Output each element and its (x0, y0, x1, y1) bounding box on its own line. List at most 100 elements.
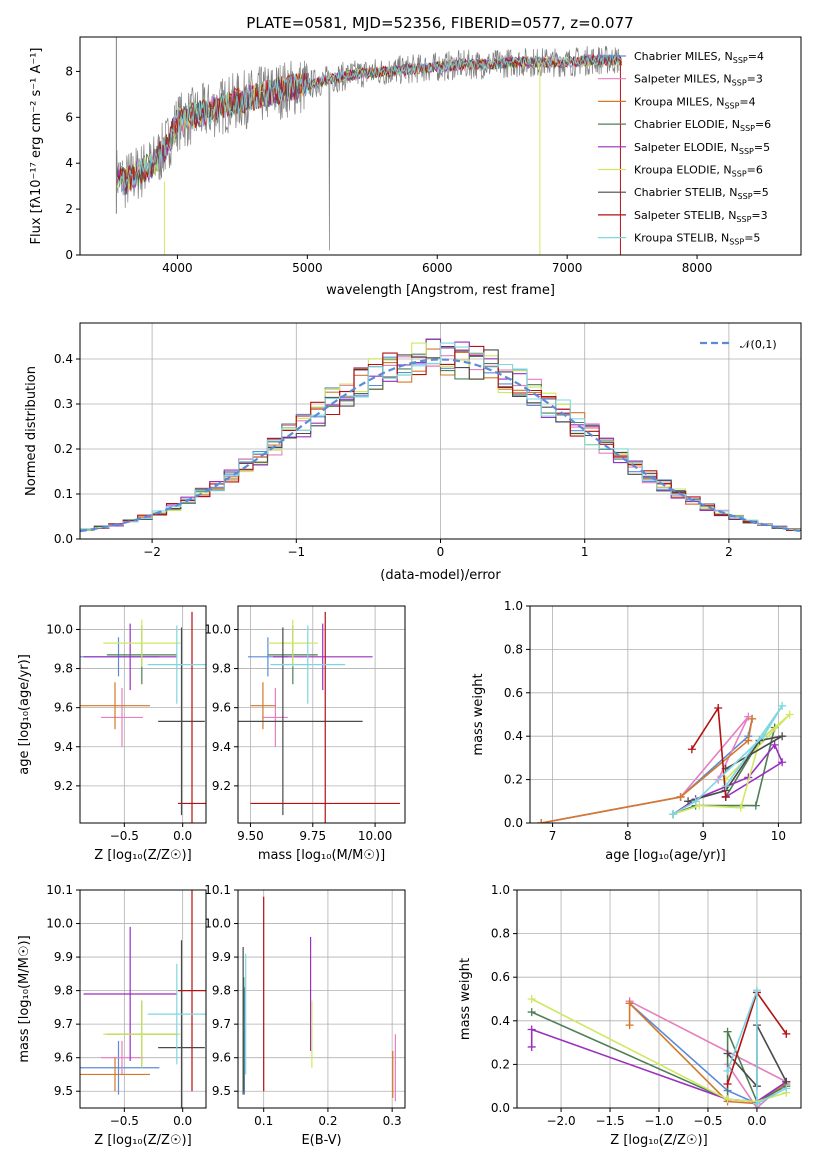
y-axis-label: mass weight (471, 673, 486, 755)
x-tick-label: 0.0 (747, 1114, 766, 1128)
chart-panel-2: −2 −1 0 1 2 0.0 0.1 0.2 0.3 0.4 (data-model)/error… (24, 322, 802, 583)
y-tick-label: 9.2 (54, 779, 73, 793)
y-tick-label: 0.3 (54, 397, 73, 411)
chart-panel-3: −0.5 0.0 9.2 9.4 9.6 9.8 10.0 Z [log₁₀(Z/Z☉)] ag… (17, 605, 207, 863)
weight-line-9 (726, 990, 787, 1105)
y-tick-label: 1.0 (504, 599, 523, 613)
weight-marker (527, 1042, 536, 1051)
y-tick-label: 0.2 (504, 773, 523, 787)
normal-curve (80, 358, 801, 533)
y-tick-label: 10.0 (46, 917, 73, 931)
weight-marker (770, 740, 779, 749)
y-tick-label: 0.0 (504, 816, 523, 830)
y-axis-label: Normed distribution (24, 366, 39, 496)
legend-label: Kroupa ELODIE, NSSP=6 (634, 164, 763, 179)
y-tick-label: 0.8 (504, 642, 523, 656)
weight-marker (625, 1021, 634, 1030)
plot-area (527, 986, 791, 1108)
plot-area (115, 37, 622, 255)
legend-label: Salpeter ELODIE, NSSP=5 (634, 141, 770, 156)
y-tick-label: 10.0 (204, 917, 231, 931)
x-tick-label: −1 (287, 545, 305, 559)
chart-panel-1: 4000 5000 6000 7000 8000 0 2 4 6 8 wavelength [Ang… (29, 14, 802, 298)
y-axis-label: mass [log₁₀(M/M☉)] (17, 935, 32, 1062)
weight-marker (778, 701, 787, 710)
x-tick-label: 8 (624, 829, 632, 843)
y-tick-label: 9.6 (212, 701, 231, 715)
x-axis-label: E(B-V) (301, 1133, 341, 1148)
y-tick-label: 9.7 (212, 1017, 231, 1031)
x-tick-label: −2.0 (546, 1114, 575, 1128)
y-tick-label: 9.6 (54, 701, 73, 715)
x-tick-label: 10.00 (358, 829, 392, 843)
y-tick-label: 6 (65, 110, 73, 124)
chart-panel-4: 9.50 9.75 10.00 9.2 9.4 9.6 9.8 10.0 mass [log₁₀… (204, 605, 406, 863)
weight-marker (723, 1027, 732, 1036)
chart-panel-8: −2.0 −1.5 −1.0 −0.5 0.0 0.0 0.2 0.4 0.6 0.8 1.0 Z [… (458, 883, 802, 1148)
plot-area (537, 701, 794, 823)
weight-marker (748, 714, 757, 723)
axes-frame (237, 605, 406, 824)
x-tick-label: 9.75 (299, 829, 326, 843)
x-tick-label: −0.5 (110, 829, 139, 843)
weight-marker (669, 810, 678, 819)
y-tick-label: 9.6 (212, 1051, 231, 1065)
x-axis-label: Z [log₁₀(Z/Z☉)] (610, 1133, 707, 1148)
weight-marker (744, 736, 753, 745)
x-tick-label: 0.3 (383, 1114, 402, 1128)
weight-marker (723, 1049, 732, 1058)
x-tick-label: 4000 (162, 261, 193, 275)
axes-frame (237, 889, 406, 1109)
legend-label: Chabrier ELODIE, NSSP=6 (634, 118, 771, 133)
x-tick-label: 1 (581, 545, 589, 559)
x-tick-label: −1.5 (595, 1114, 624, 1128)
weight-marker (785, 710, 794, 719)
y-tick-label: 9.8 (212, 984, 231, 998)
y-tick-label: 9.9 (212, 950, 231, 964)
legend-label: Salpeter MILES, NSSP=3 (634, 73, 763, 88)
plot-area (238, 611, 401, 823)
model-spectrum-6 (115, 55, 622, 191)
x-tick-label: 0.1 (254, 1114, 273, 1128)
plot-area (80, 611, 206, 823)
x-tick-label: 5000 (292, 261, 323, 275)
weight-marker (723, 1095, 732, 1104)
plot-area (80, 890, 206, 1108)
y-tick-label: 10.1 (204, 883, 231, 897)
weight-marker (736, 803, 745, 812)
weight-marker (684, 797, 693, 806)
weight-marker (687, 745, 696, 754)
y-tick-label: 0.4 (504, 729, 523, 743)
weight-line-1 (629, 1002, 787, 1105)
y-tick-label: 0.4 (54, 352, 73, 366)
weight-marker (695, 801, 704, 810)
weight-marker (751, 801, 760, 810)
weight-line-2 (629, 1000, 788, 1108)
weight-marker (676, 792, 685, 801)
x-tick-label: −0.5 (110, 1114, 139, 1128)
y-tick-label: 1.0 (491, 883, 510, 897)
weight-marker (778, 758, 787, 767)
y-tick-label: 0.6 (491, 970, 510, 984)
chart-panel-5: 7 8 9 10 0.0 0.2 0.4 0.6 0.8 1.0 age [log₁₀(age/yr… (471, 599, 802, 863)
x-tick-label: 8000 (682, 261, 713, 275)
chart-panel-7: 0.1 0.2 0.3 9.5 9.6 9.7 9.8 9.9 10.0 10.1 E(B-V) (204, 883, 406, 1148)
weight-marker (752, 986, 761, 995)
x-tick-label: 0.0 (173, 1114, 192, 1128)
weight-marker (721, 792, 730, 801)
x-tick-label: 7000 (552, 261, 583, 275)
weight-marker (782, 1029, 791, 1038)
y-axis-label: Flux [fλ10⁻¹⁷ erg cm⁻² s⁻¹ A⁻¹] (29, 48, 44, 245)
weight-marker (714, 703, 723, 712)
residual-histogram-9 (80, 342, 801, 530)
y-tick-label: 9.2 (212, 779, 231, 793)
weight-marker (723, 1080, 732, 1089)
y-tick-label: 9.4 (212, 740, 231, 754)
x-tick-label: 9 (699, 829, 707, 843)
legend-label: Salpeter STELIB, NSSP=3 (634, 209, 768, 224)
y-axis-label: mass weight (458, 958, 473, 1040)
y-tick-label: 9.8 (54, 662, 73, 676)
y-tick-label: 9.4 (54, 740, 73, 754)
x-tick-label: 0.2 (318, 1114, 337, 1128)
plot-area (242, 896, 396, 1102)
